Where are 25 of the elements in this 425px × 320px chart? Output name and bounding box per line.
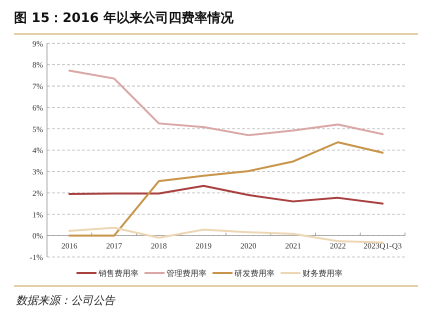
y-tick-label: 3% bbox=[32, 168, 44, 177]
x-tick-label: 2019 bbox=[196, 242, 212, 251]
y-tick-label: 2% bbox=[32, 188, 44, 198]
y-tick-label: 4% bbox=[32, 146, 44, 156]
x-tick-label: 2016 bbox=[61, 242, 78, 251]
legend-label: 销售费用率 bbox=[98, 269, 138, 278]
chart-title: 图 15：2016 年以来公司四费率情况 bbox=[14, 10, 234, 26]
x-tick-label: 2020 bbox=[240, 242, 256, 251]
y-tick-label: -1% bbox=[30, 253, 44, 262]
legend-label: 管理费用率 bbox=[166, 269, 206, 278]
legend-label: 研发费用率 bbox=[234, 269, 274, 278]
y-tick-label: 1% bbox=[32, 210, 44, 220]
x-tick-label: 2022 bbox=[330, 242, 346, 251]
x-tick-label: 2023Q1-Q3 bbox=[364, 242, 402, 251]
legend-label: 财务费用率 bbox=[302, 269, 342, 278]
y-tick-label: 9% bbox=[32, 39, 44, 48]
y-tick-label: 8% bbox=[32, 60, 44, 70]
y-tick-label: 6% bbox=[32, 103, 44, 112]
x-tick-label: 2018 bbox=[150, 242, 167, 251]
x-tick-label: 2017 bbox=[106, 242, 122, 251]
y-tick-label: 7% bbox=[32, 82, 44, 92]
x-tick-label: 2021 bbox=[285, 242, 302, 251]
y-tick-label: 0% bbox=[32, 232, 44, 241]
y-tick-label: 5% bbox=[32, 124, 44, 134]
source-note: 数据来源：公司公告 bbox=[16, 294, 116, 307]
